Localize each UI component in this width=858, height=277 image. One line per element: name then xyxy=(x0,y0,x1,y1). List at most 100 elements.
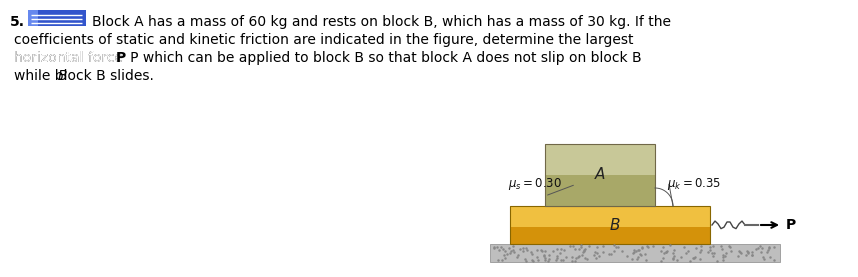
Point xyxy=(486,245,500,250)
Point xyxy=(537,253,551,258)
Point xyxy=(542,253,556,257)
Point xyxy=(589,256,603,261)
Point xyxy=(626,250,640,254)
Point xyxy=(524,250,538,254)
Point xyxy=(761,247,775,252)
Point xyxy=(580,257,594,261)
Point xyxy=(719,250,733,255)
Point xyxy=(668,248,681,252)
Point xyxy=(568,258,582,263)
Bar xyxy=(28,10,38,26)
Point xyxy=(538,253,552,258)
Point xyxy=(631,248,645,253)
Point xyxy=(548,258,562,262)
Point xyxy=(590,244,604,249)
Point xyxy=(703,245,716,249)
Point xyxy=(683,258,697,263)
Point xyxy=(506,243,520,248)
Point xyxy=(656,245,670,249)
Point xyxy=(550,256,564,261)
Point xyxy=(646,244,660,248)
Point xyxy=(656,256,670,260)
Point xyxy=(687,255,701,259)
Point xyxy=(607,248,621,253)
Bar xyxy=(545,144,655,206)
Point xyxy=(659,250,673,255)
Point xyxy=(611,245,625,250)
Point xyxy=(693,250,707,254)
Point xyxy=(531,258,545,263)
Point xyxy=(751,246,764,250)
Point xyxy=(563,243,577,248)
Point xyxy=(715,247,728,251)
Point xyxy=(707,251,721,255)
Point xyxy=(551,254,565,259)
Point xyxy=(559,255,573,259)
Bar xyxy=(28,10,86,26)
Point xyxy=(517,248,530,253)
Point xyxy=(620,254,634,258)
Text: Block A has a mass of 60 kg and rests on block B, which has a mass of 30 kg. If : Block A has a mass of 60 kg and rests on… xyxy=(92,15,671,29)
Point xyxy=(716,258,730,262)
Point xyxy=(541,258,555,263)
Point xyxy=(502,246,516,250)
Point xyxy=(722,244,736,248)
Point xyxy=(687,256,701,260)
Point xyxy=(572,253,586,258)
Point xyxy=(763,246,776,250)
Point xyxy=(668,253,681,258)
Point xyxy=(706,254,720,258)
Point xyxy=(565,255,578,259)
Point xyxy=(607,243,621,248)
Point xyxy=(741,250,755,255)
Point xyxy=(694,248,708,252)
Point xyxy=(635,244,649,249)
Point xyxy=(633,252,647,257)
Point xyxy=(626,251,640,255)
Point xyxy=(724,249,738,253)
Bar xyxy=(510,206,710,227)
Point xyxy=(757,257,770,261)
Point xyxy=(497,253,511,257)
Point xyxy=(755,245,769,250)
Point xyxy=(511,254,524,259)
Point xyxy=(631,257,644,262)
Text: B: B xyxy=(58,69,68,83)
Bar xyxy=(490,244,780,262)
Point xyxy=(745,250,758,254)
Point xyxy=(749,247,763,252)
Point xyxy=(571,254,585,259)
Point xyxy=(569,256,583,261)
Point xyxy=(500,252,514,257)
Point xyxy=(546,249,559,253)
Point xyxy=(642,245,656,249)
Point xyxy=(578,247,592,251)
Point xyxy=(640,244,654,248)
Point xyxy=(705,251,719,255)
Point xyxy=(632,248,646,253)
Point xyxy=(538,249,552,253)
Point xyxy=(576,250,589,255)
Point xyxy=(595,249,609,254)
Point xyxy=(693,257,707,262)
Text: horizontal force  P which can be applied to block B so that block A does not sli: horizontal force P which can be applied … xyxy=(14,51,642,65)
Text: A: A xyxy=(595,168,605,183)
Point xyxy=(639,257,653,262)
Point xyxy=(534,248,547,252)
Point xyxy=(504,250,517,255)
Point xyxy=(689,246,703,250)
Point xyxy=(703,248,716,252)
Bar xyxy=(510,227,710,244)
Point xyxy=(553,251,567,256)
Point xyxy=(710,259,723,263)
Point xyxy=(587,253,601,257)
Point xyxy=(733,250,746,254)
Point xyxy=(602,251,616,256)
Point xyxy=(741,251,755,255)
Text: horizontal force: horizontal force xyxy=(14,51,127,65)
Point xyxy=(577,249,590,253)
Point xyxy=(605,252,619,256)
Point xyxy=(590,251,604,255)
Point xyxy=(718,254,732,258)
Point xyxy=(767,245,781,250)
